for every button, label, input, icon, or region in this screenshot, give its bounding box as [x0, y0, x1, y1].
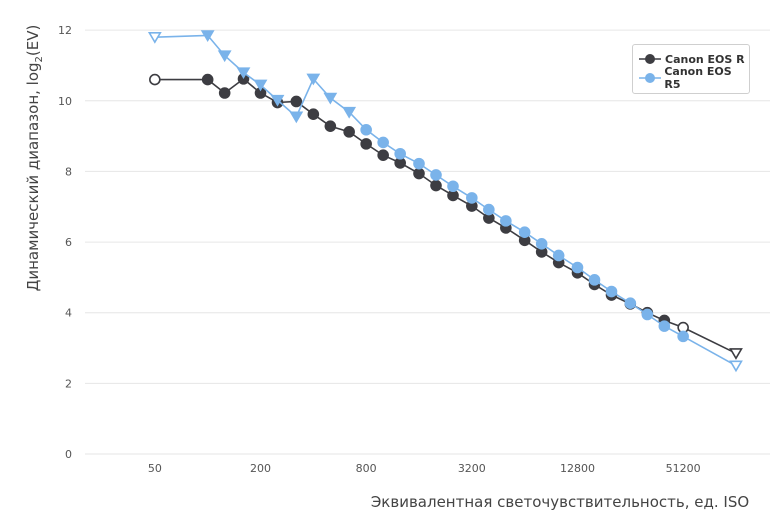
y-tick-label: 12	[58, 24, 72, 37]
y-axis-title-main: Динамический диапазон, log	[24, 62, 42, 291]
data-point[interactable]	[200, 30, 215, 42]
legend: Canon EOS R Canon EOS R5	[632, 44, 750, 94]
y-axis-title-suffix: (EV)	[24, 25, 42, 56]
y-axis-ticks: 0 2 4 6 8 10 12	[58, 24, 72, 461]
data-point[interactable]	[377, 136, 389, 149]
y-tick-label: 2	[65, 377, 72, 390]
x-tick-label: 800	[356, 462, 377, 475]
data-point[interactable]	[552, 249, 565, 262]
data-point[interactable]	[360, 138, 372, 150]
y-tick-label: 8	[65, 165, 72, 178]
x-axis-title: Эквивалентная светочувствительность, ед.…	[371, 493, 749, 511]
data-point[interactable]	[658, 320, 671, 332]
legend-label-canon-eos-r: Canon EOS R	[665, 52, 745, 66]
grid-lines	[85, 29, 770, 455]
data-point[interactable]	[218, 87, 231, 99]
legend-marker-canon-eos-r5	[639, 72, 661, 84]
data-point[interactable]	[729, 348, 743, 360]
x-axis-ticks: 50 200 800 3200 12800 51200	[148, 462, 701, 475]
x-tick-label: 200	[250, 462, 271, 475]
data-point[interactable]	[641, 308, 654, 321]
data-point[interactable]	[290, 95, 303, 108]
data-point[interactable]	[518, 226, 531, 238]
data-point[interactable]	[201, 73, 214, 86]
data-point[interactable]	[360, 123, 372, 136]
data-point[interactable]	[289, 111, 304, 124]
y-axis-title: Динамический диапазон, log2(EV)	[24, 25, 45, 292]
data-point[interactable]	[342, 106, 357, 119]
y-tick-label: 6	[65, 236, 72, 249]
data-point[interactable]	[324, 120, 337, 133]
data-point[interactable]	[729, 360, 743, 373]
data-point[interactable]	[377, 149, 389, 161]
x-tick-label: 50	[148, 462, 162, 475]
data-point[interactable]	[483, 203, 495, 216]
data-point[interactable]	[447, 180, 459, 193]
data-point[interactable]	[413, 157, 425, 170]
data-point[interactable]	[306, 73, 321, 86]
legend-item-canon-eos-r[interactable]: Canon EOS R	[639, 50, 745, 68]
y-axis-title-sub: 2	[34, 56, 45, 62]
data-point[interactable]	[535, 238, 548, 250]
series-canon-eos-r5	[147, 30, 743, 373]
y-tick-label: 0	[65, 448, 72, 461]
data-point[interactable]	[149, 73, 161, 86]
data-point[interactable]	[307, 108, 320, 120]
x-tick-label: 51200	[666, 462, 701, 475]
data-point[interactable]	[466, 192, 478, 204]
legend-marker-canon-eos-r	[639, 53, 661, 65]
y-tick-label: 4	[65, 307, 72, 320]
data-point[interactable]	[571, 261, 584, 274]
data-point[interactable]	[217, 50, 232, 63]
data-point[interactable]	[413, 167, 425, 180]
data-point[interactable]	[677, 330, 689, 343]
data-point[interactable]	[430, 179, 442, 192]
data-point[interactable]	[500, 215, 512, 227]
y-tick-label: 10	[58, 95, 72, 108]
series-layer	[147, 30, 743, 373]
data-point[interactable]	[270, 94, 285, 107]
legend-item-canon-eos-r5[interactable]: Canon EOS R5	[639, 65, 749, 91]
data-point[interactable]	[394, 147, 406, 160]
data-point[interactable]	[343, 126, 355, 138]
legend-label-canon-eos-r5: Canon EOS R5	[664, 65, 732, 91]
x-tick-label: 12800	[560, 462, 595, 475]
data-point[interactable]	[624, 297, 637, 309]
data-point[interactable]	[430, 169, 442, 181]
data-point[interactable]	[605, 285, 618, 298]
data-point[interactable]	[147, 31, 162, 44]
data-point[interactable]	[323, 92, 338, 105]
data-point[interactable]	[588, 274, 601, 286]
x-tick-label: 3200	[458, 462, 486, 475]
data-point[interactable]	[236, 67, 251, 80]
data-point[interactable]	[253, 79, 268, 92]
